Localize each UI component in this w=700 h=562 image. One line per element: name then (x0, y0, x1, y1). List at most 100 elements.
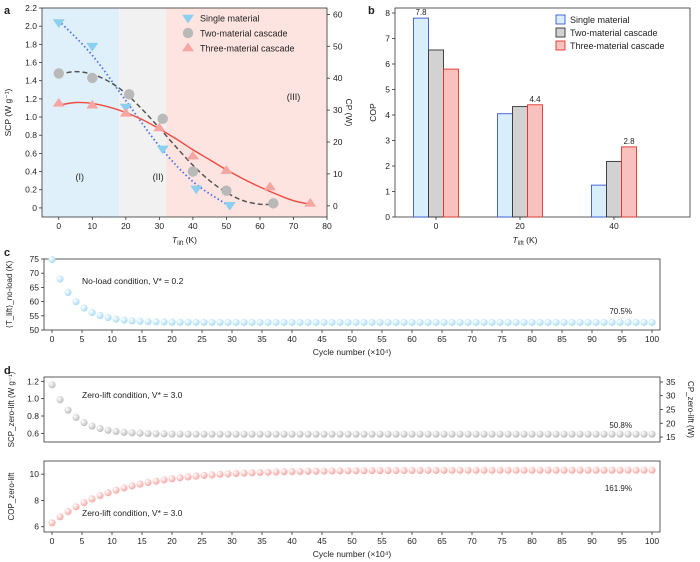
x-tick-label: 20 (515, 221, 525, 231)
data-point (200, 318, 208, 326)
data-point (88, 495, 96, 503)
data-point (48, 381, 56, 389)
data-point (568, 466, 576, 474)
data-point (424, 466, 432, 474)
x-tick-label: 50 (222, 221, 232, 231)
data-point (648, 466, 656, 474)
x-title-sub: lift (177, 241, 183, 247)
y-tick-label: 60 (30, 297, 40, 307)
plot-frame (41, 7, 328, 218)
data-point (304, 430, 312, 438)
data-point (208, 471, 216, 479)
data-point (552, 466, 560, 474)
data-point (144, 478, 152, 487)
y2-tick-label: 15 (666, 432, 676, 442)
data-point (640, 318, 648, 326)
data-point (176, 430, 184, 438)
data-point (304, 318, 312, 326)
data-point (264, 430, 272, 438)
y-tick-label: 70 (30, 268, 40, 278)
x-tick-label: 40 (287, 334, 297, 344)
bar (413, 17, 429, 218)
data-point (120, 428, 128, 436)
annotation: No-load condition, V* = 0.2 (82, 276, 184, 286)
bar-data-label: 4.4 (529, 95, 541, 104)
data-point (392, 318, 400, 326)
y-tick-label: 0.6 (27, 428, 39, 438)
data-point (424, 318, 432, 326)
x-tick-label: 75 (497, 536, 507, 546)
data-point (512, 466, 520, 474)
x-tick-label: 55 (377, 536, 387, 546)
data-point (123, 89, 135, 100)
x-tick-label: 95 (617, 536, 627, 546)
x-tick-label: 20 (121, 221, 131, 231)
y-tick-label: 2 (385, 161, 390, 171)
bar (428, 49, 444, 218)
data-point (88, 308, 96, 317)
data-point (584, 466, 592, 474)
x-tick-label: 10 (107, 334, 117, 344)
data-point (248, 430, 256, 438)
data-point (616, 466, 624, 474)
x-tick-label: 25 (197, 334, 207, 344)
data-point (64, 288, 72, 297)
data-point (312, 467, 320, 475)
data-point (256, 318, 264, 326)
data-point (576, 318, 584, 326)
end-value-label: 50.8% (609, 421, 632, 430)
region-label: (I) (76, 172, 85, 182)
data-point (328, 430, 336, 438)
data-point (128, 317, 136, 325)
x-tick-label: 60 (255, 221, 265, 231)
legend-label: Two-material cascade (200, 29, 288, 39)
data-point (187, 166, 199, 177)
data-point (504, 318, 512, 326)
data-point (480, 318, 488, 326)
data-point (120, 316, 128, 324)
data-point (576, 430, 584, 438)
y-tick-label: 0.2 (25, 185, 37, 195)
legend-swatch (555, 27, 566, 38)
data-point (432, 318, 440, 326)
data-point (464, 430, 472, 438)
data-point (104, 426, 112, 434)
y2-axis-title: CP_zero-lift (W) (686, 381, 695, 438)
data-point (560, 466, 568, 474)
data-point (344, 467, 352, 475)
data-point (216, 430, 224, 438)
data-point (360, 430, 368, 438)
y-tick-label: 8 (34, 495, 39, 505)
data-point (48, 255, 56, 264)
end-value-label: 70.5% (609, 307, 632, 316)
x-tick-label: 25 (197, 536, 207, 546)
data-point (464, 318, 472, 326)
x-tick-label: 55 (377, 334, 387, 344)
data-point (544, 318, 552, 326)
data-point (104, 314, 112, 322)
data-point (220, 165, 233, 174)
x-tick-label: 10 (88, 221, 98, 231)
data-point (192, 472, 200, 480)
data-point (136, 480, 144, 488)
data-point (408, 318, 416, 326)
x-tick-label: 50 (347, 536, 357, 546)
data-point (168, 318, 176, 326)
end-value-label: 161.9% (605, 484, 632, 493)
data-point (168, 430, 176, 438)
data-point (472, 466, 480, 474)
y2-tick-label: 20 (666, 418, 676, 428)
region-band (166, 8, 327, 217)
data-point (600, 430, 608, 438)
data-point (312, 318, 320, 326)
y-tick-label: 8 (385, 8, 390, 18)
bar (606, 160, 622, 218)
data-point (648, 430, 656, 438)
x-tick-label: 70 (467, 334, 477, 344)
data-point (536, 466, 544, 474)
data-point (608, 318, 616, 326)
data-point (440, 430, 448, 438)
x-tick-label: 35 (257, 334, 267, 344)
data-point (304, 467, 312, 475)
data-point (520, 318, 528, 326)
